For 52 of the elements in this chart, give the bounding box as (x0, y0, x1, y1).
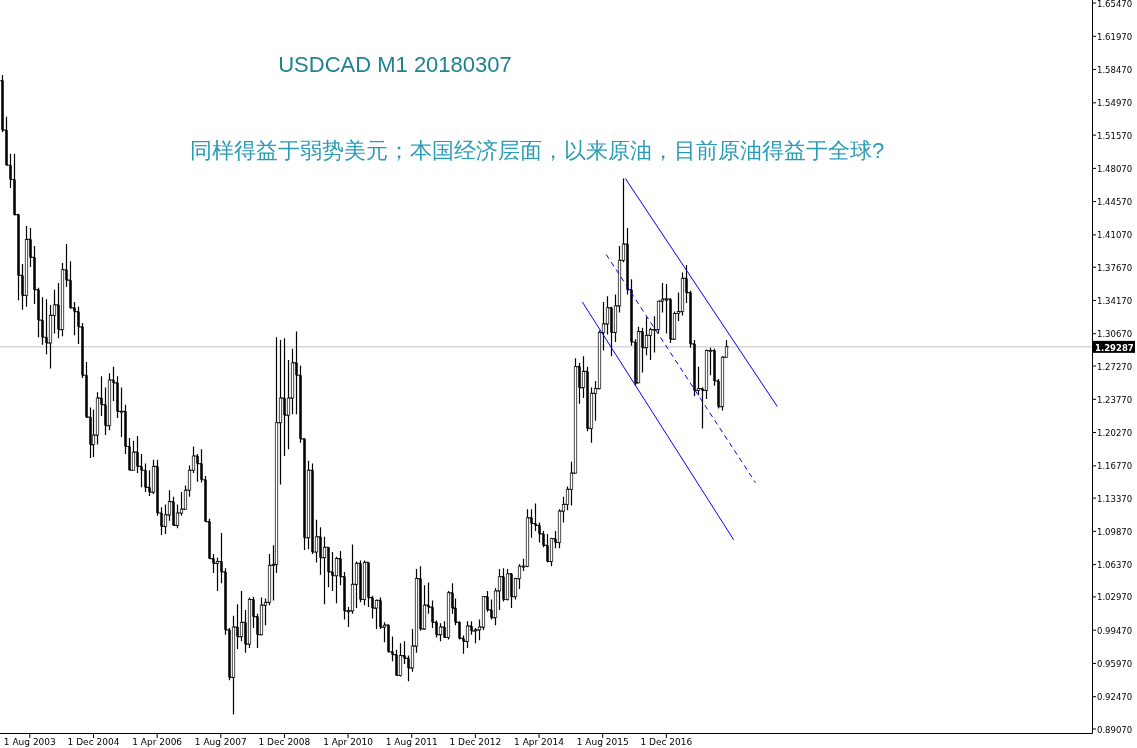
y-tick-label: 1.61970 (1097, 31, 1133, 42)
y-tick-label: 1.16770 (1097, 461, 1133, 472)
y-tick-label: 1.44570 (1097, 197, 1133, 208)
candlestick (557, 508, 562, 549)
y-tick-label: 1.27270 (1097, 361, 1133, 372)
y-tick-label: 1.51570 (1097, 130, 1133, 141)
x-tick-label: 1 Dec 2008 (258, 737, 311, 747)
candlestick (131, 440, 136, 471)
y-tick-label: 1.23770 (1097, 394, 1133, 405)
y-tick-label: 1.02970 (1097, 592, 1133, 603)
y-tick-label: 1.09870 (1097, 526, 1133, 537)
y-tick-label: 1.54970 (1097, 98, 1133, 109)
y-tick-label: 1.41070 (1097, 230, 1133, 241)
candlestick (636, 326, 641, 384)
x-tick-label: 1 Apr 2010 (323, 737, 374, 747)
text: USDCAD M1 20180307 (278, 52, 512, 77)
candlestick (214, 557, 220, 592)
y-tick-label: 1.48070 (1097, 163, 1133, 174)
x-tick-label: 1 Aug 2007 (194, 737, 247, 747)
y-tick-label: 1.58470 (1097, 65, 1133, 76)
candlestick (525, 508, 530, 568)
candlestick (398, 642, 403, 678)
candlestick (331, 551, 334, 592)
y-tick-label: 1.65470 (1097, 0, 1133, 9)
x-tick-label: 1 Dec 2016 (640, 737, 693, 747)
ref-line-label: 1.29287 (1095, 342, 1134, 353)
candlestick (374, 598, 379, 630)
y-tick-label: 1.13370 (1097, 493, 1133, 504)
y-tick-label: 1.06370 (1097, 560, 1133, 571)
y-tick-label: 0.89070 (1097, 724, 1133, 735)
y-tick-label: 0.95970 (1097, 658, 1133, 669)
y-tick-label: 1.34170 (1097, 295, 1133, 306)
x-tick-label: 1 Aug 2003 (3, 737, 56, 747)
x-tick-label: 1 Apr 2014 (514, 737, 565, 747)
y-tick-label: 1.20270 (1097, 428, 1133, 439)
x-tick-label: 1 Dec 2012 (449, 737, 502, 747)
y-tick-label: 1.30670 (1097, 329, 1133, 340)
y-tick-label: 0.92470 (1097, 692, 1133, 703)
candlestick (163, 503, 168, 535)
candlestick (438, 622, 443, 642)
x-tick-label: 1 Aug 2011 (385, 737, 438, 747)
text: 同样得益于弱势美元；本国经济层面，以来原油，目前原油得益于全球? (190, 138, 885, 163)
candlestick (362, 559, 367, 606)
y-tick-label: 1.37670 (1097, 262, 1133, 273)
candlestick (601, 301, 606, 352)
y-tick-label: 0.99470 (1097, 625, 1133, 636)
x-tick-label: 1 Apr 2006 (132, 737, 183, 747)
x-tick-label: 1 Dec 2004 (67, 737, 120, 747)
x-tick-label: 1 Aug 2015 (576, 737, 629, 747)
candlestick (247, 596, 252, 649)
candlestick (663, 283, 670, 335)
candlestick (24, 225, 29, 308)
